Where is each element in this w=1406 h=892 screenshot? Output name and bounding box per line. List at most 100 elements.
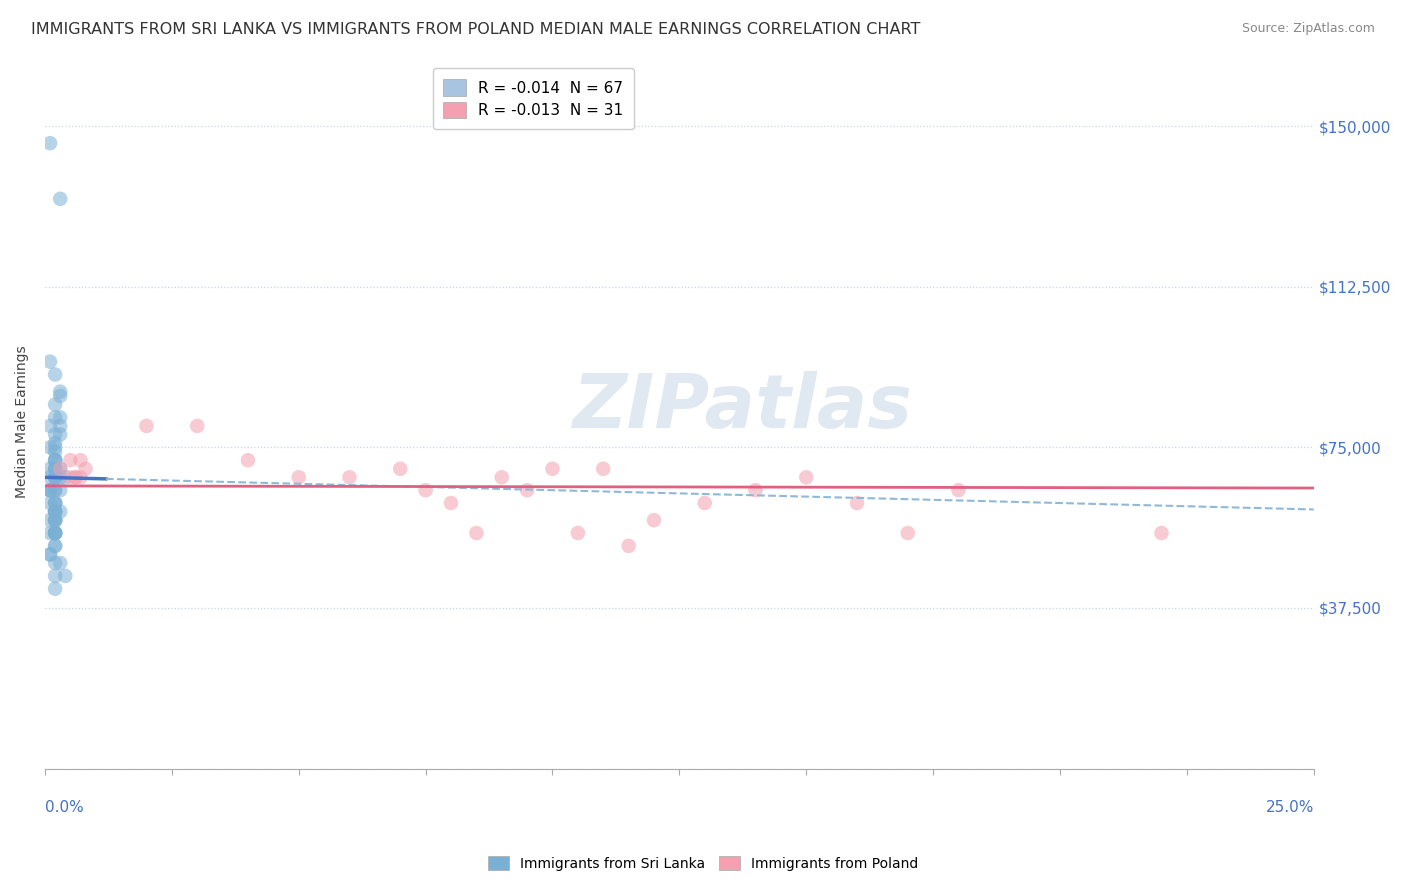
Point [794,470,817,484]
Point [846,496,869,510]
Point [59,453,82,467]
Point [44,453,66,467]
Point [49,418,72,433]
Point [186,418,208,433]
Point [44,483,66,498]
Y-axis label: Median Male Earnings: Median Male Earnings [15,345,30,498]
Point [49,462,72,476]
Point [39,483,62,498]
Point [465,526,488,541]
Point [44,368,66,382]
Text: 0.0%: 0.0% [45,800,84,815]
Point [49,389,72,403]
Point [49,192,72,206]
Point [49,427,72,442]
Point [44,556,66,570]
Point [65,470,87,484]
Point [49,556,72,570]
Point [44,470,66,484]
Point [49,483,72,498]
Point [44,483,66,498]
Point [44,513,66,527]
Point [440,496,463,510]
Point [44,505,66,519]
Point [897,526,920,541]
Point [75,462,97,476]
Point [53,470,76,484]
Point [44,453,66,467]
Text: Source: ZipAtlas.com: Source: ZipAtlas.com [1241,22,1375,36]
Point [1150,526,1173,541]
Point [44,427,66,442]
Text: 25.0%: 25.0% [1265,800,1313,815]
Point [44,539,66,553]
Point [39,136,62,150]
Point [617,539,640,553]
Point [44,539,66,553]
Point [39,483,62,498]
Legend: Immigrants from Sri Lanka, Immigrants from Poland: Immigrants from Sri Lanka, Immigrants fr… [482,850,924,876]
Point [39,470,62,484]
Point [44,441,66,455]
Point [44,470,66,484]
Point [44,496,66,510]
Point [44,444,66,458]
Text: IMMIGRANTS FROM SRI LANKA VS IMMIGRANTS FROM POLAND MEDIAN MALE EARNINGS CORRELA: IMMIGRANTS FROM SRI LANKA VS IMMIGRANTS … [31,22,921,37]
Point [39,483,62,498]
Point [339,470,361,484]
Point [44,410,66,425]
Point [39,462,62,476]
Point [49,505,72,519]
Point [44,526,66,541]
Point [44,513,66,527]
Point [44,470,66,484]
Point [44,496,66,510]
Point [44,513,66,527]
Point [65,470,87,484]
Point [541,462,564,476]
Point [39,513,62,527]
Point [49,462,72,476]
Point [516,483,538,498]
Point [49,470,72,484]
Point [49,384,72,399]
Point [39,441,62,455]
Text: ZIPatlas: ZIPatlas [572,371,912,444]
Point [44,526,66,541]
Point [39,526,62,541]
Point [59,470,82,484]
Point [39,418,62,433]
Point [39,548,62,562]
Point [44,526,66,541]
Point [44,453,66,467]
Point [44,462,66,476]
Point [44,462,66,476]
Point [44,505,66,519]
Point [39,354,62,368]
Point [44,569,66,583]
Point [948,483,970,498]
Point [44,462,66,476]
Point [287,470,309,484]
Point [693,496,716,510]
Point [567,526,589,541]
Point [44,513,66,527]
Point [592,462,614,476]
Point [44,496,66,510]
Point [389,462,412,476]
Legend: R = -0.014  N = 67, R = -0.013  N = 31: R = -0.014 N = 67, R = -0.013 N = 31 [433,69,634,129]
Point [44,526,66,541]
Point [44,397,66,411]
Point [39,496,62,510]
Point [491,470,513,484]
Point [135,418,157,433]
Point [44,582,66,596]
Point [236,453,259,467]
Point [744,483,766,498]
Point [69,453,91,467]
Point [44,505,66,519]
Point [44,505,66,519]
Point [39,548,62,562]
Point [44,505,66,519]
Point [415,483,437,498]
